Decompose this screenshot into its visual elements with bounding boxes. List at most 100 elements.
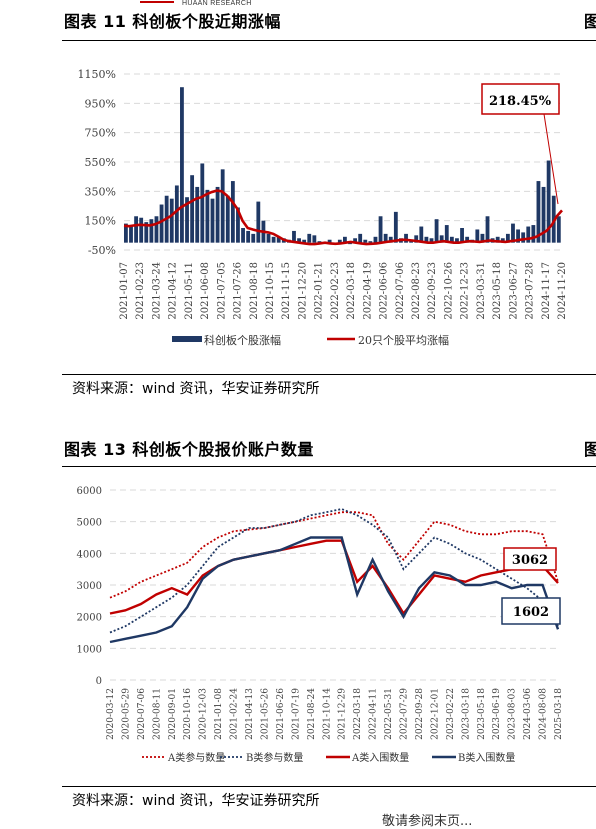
x-tick-label: 2022-04-19 (362, 262, 373, 320)
annotation-box (481, 83, 560, 115)
x-tick-label: 2023-05-18 (492, 262, 503, 320)
figure2-source: 资料来源：wind 资讯，华安证券研究所 (72, 793, 320, 809)
bar (348, 242, 352, 245)
x-tick-label: 2020-05-29 (121, 688, 131, 740)
y-tick-label: 4000 (77, 549, 102, 560)
x-tick-label: 2022-04-11 (369, 688, 379, 740)
x-tick-label: 2021-06-08 (200, 262, 211, 320)
bar (297, 238, 301, 243)
bar (139, 217, 144, 243)
x-tick-label: 2023-06-19 (492, 688, 502, 740)
x-tick-label: 2021-05-26 (260, 688, 270, 740)
bar (307, 233, 312, 243)
series-line (109, 511, 559, 599)
bar (449, 236, 454, 243)
bar (414, 235, 419, 243)
bar (485, 216, 490, 243)
annotation-leader (543, 113, 559, 205)
brand-logo-text: HUAAN RESEARCH (182, 0, 252, 7)
x-tick-label: 2021-10-14 (322, 688, 332, 740)
chart1-legend: 科创板个股涨幅 20只个股平均涨幅 (172, 333, 449, 347)
x-tick-label: 2021-07-19 (291, 688, 301, 740)
bar (475, 229, 480, 243)
y-tick-label: 6000 (77, 486, 102, 497)
bar (246, 230, 251, 243)
x-tick-label: 2021-01-07 (119, 262, 130, 320)
x-tick-label: 2022-12-23 (460, 262, 471, 320)
x-tick-label: 2024-11-17 (541, 262, 552, 320)
x-tick-label: 2022-08-23 (411, 262, 422, 320)
bar (393, 211, 398, 243)
x-tick-label: 2022-03-18 (353, 688, 363, 740)
bar (200, 163, 205, 243)
bar (185, 197, 189, 243)
bar (225, 195, 230, 243)
legend-label: A类入围数量 (351, 751, 409, 764)
y-tick-label: 750% (85, 127, 116, 140)
x-tick-label: 2022-06-06 (379, 262, 390, 320)
bar (317, 241, 322, 243)
figure1-source: 资料来源：wind 资讯，华安证券研究所 (72, 381, 320, 397)
bar (480, 233, 485, 243)
y-tick-label: 1000 (77, 644, 102, 655)
bar (230, 181, 235, 243)
x-tick-label: 2022-09-23 (427, 262, 438, 320)
bar (556, 216, 561, 243)
x-tick-label: 2020-09-01 (168, 688, 178, 740)
bar (531, 225, 536, 243)
x-tick-label: 2022-09-28 (415, 688, 425, 740)
x-tick-label: 2021-12-29 (338, 688, 348, 740)
bar (434, 219, 439, 243)
x-tick-label: 2021-03-24 (151, 262, 162, 320)
bar (180, 87, 184, 243)
x-tick-label: 2022-07-06 (395, 262, 406, 320)
bar (505, 233, 510, 243)
x-tick-label: 2022-03-18 (346, 262, 357, 320)
bar (134, 216, 139, 243)
annotation-label: 218.45% (489, 94, 552, 109)
bar (266, 233, 271, 243)
legend-swatch-bar (172, 336, 202, 342)
bar (327, 239, 332, 243)
bar (439, 235, 444, 243)
legend-label-bar: 科创板个股涨幅 (204, 333, 281, 347)
bar (215, 186, 220, 243)
x-tick-label: 2024-08-08 (539, 688, 549, 740)
series-line (109, 539, 559, 616)
chart2: 6000 5000 4000 3000 2000 1000 0 2020-03-12 2020… (77, 486, 564, 764)
y-tick-label: 2000 (77, 613, 102, 624)
x-tick-label: 2021-02-23 (135, 262, 146, 320)
bar (292, 230, 296, 243)
bar (378, 216, 383, 243)
legend-label: A类参与数量 (167, 751, 225, 764)
bar (195, 186, 200, 243)
bar (419, 226, 424, 243)
bar (124, 223, 128, 243)
x-tick-label: 2024-03-06 (523, 688, 533, 740)
bar (144, 222, 149, 243)
bar (256, 201, 261, 243)
bar (526, 226, 531, 243)
chart1: 1150% 950% 750% 550% 350% 150% -50% 2021-01-07… (78, 68, 568, 347)
y-tick-label: 0 (96, 676, 102, 687)
y-tick-label: 150% (85, 215, 116, 228)
bottom-fragment: 敬请参阅末页... (382, 814, 473, 829)
bar (546, 160, 551, 243)
x-tick-label: 2023-05-18 (477, 688, 487, 740)
bar (521, 232, 526, 243)
brand-logo-line (140, 1, 174, 3)
figure1-top-rule (62, 40, 596, 41)
series-line (109, 508, 559, 634)
figure1-title: 图表 11 科创板个股近期涨幅 (64, 12, 281, 31)
figure1-bottom-rule (62, 374, 596, 375)
x-tick-label: 2023-07-28 (525, 262, 536, 320)
y-tick-label: 350% (85, 185, 116, 198)
bar (363, 239, 368, 243)
x-tick-label: 2021-08-18 (249, 262, 260, 320)
series-line-average (123, 189, 563, 246)
annotation-box-a (503, 547, 557, 571)
annotation-box-b (501, 597, 561, 625)
bar (353, 238, 358, 243)
x-tick-label: 2021-06-26 (276, 688, 286, 740)
bar (271, 236, 276, 243)
